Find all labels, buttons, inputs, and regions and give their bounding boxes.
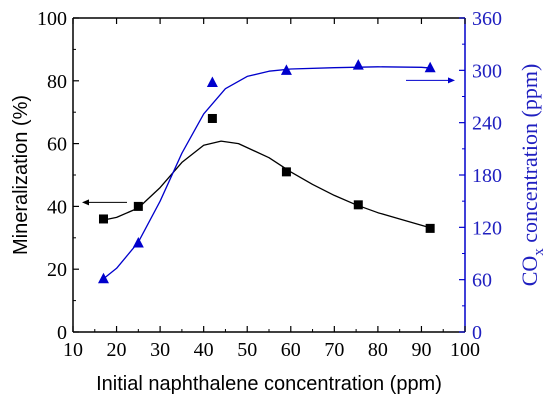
cox-fit-curve	[103, 66, 433, 280]
right-tick-label: 120	[472, 217, 502, 239]
x-tick-label: 20	[107, 339, 127, 361]
cox-marker	[280, 64, 292, 75]
x-tick-label: 70	[324, 339, 344, 361]
mineralization-marker	[281, 167, 291, 177]
mineralization-marker	[425, 223, 435, 233]
cox-marker	[132, 237, 144, 248]
mineralization-marker	[133, 201, 143, 211]
x-tick-label: 90	[411, 339, 431, 361]
left-tick-label: 20	[47, 259, 67, 281]
x-tick-label: 100	[450, 339, 480, 361]
cox-marker	[352, 59, 364, 70]
right-tick-label: 60	[472, 270, 492, 292]
x-tick-label: 50	[237, 339, 257, 361]
left-tick-label: 0	[57, 322, 67, 344]
right-tick-label: 180	[472, 165, 502, 187]
left-axis-ticks: 0 20 40 60 80 100	[37, 8, 79, 344]
x-tick-label: 60	[281, 339, 301, 361]
right-axis-title-rest: concentration (ppm)	[517, 64, 542, 249]
right-axis-title: COx concentration (ppm)	[517, 64, 547, 287]
x-tick-label: 80	[368, 339, 388, 361]
mineralization-fit-curve	[101, 140, 433, 230]
mineralization-marker	[353, 200, 363, 210]
right-arrow-head	[448, 77, 455, 84]
cox-marker	[424, 61, 436, 73]
mineralization-marker	[98, 214, 108, 224]
data-markers	[97, 59, 436, 284]
left-tick-label: 60	[47, 134, 67, 156]
x-tick-label: 40	[194, 339, 214, 361]
mineralization-marker	[207, 113, 217, 123]
right-tick-label: 300	[472, 60, 502, 82]
fit-curves	[101, 66, 433, 280]
right-tick-label: 360	[472, 8, 502, 30]
left-tick-label: 40	[47, 196, 67, 218]
right-axis-title-subscript: x	[531, 248, 547, 256]
right-axis-ticks: 0 60 120 180 240 300 360	[459, 8, 502, 344]
cox-marker	[97, 272, 109, 284]
x-axis-ticks: 10 20 30 40 50 60 70 80 90 100	[63, 18, 480, 361]
x-axis-title: Initial naphthalene concentration (ppm)	[96, 373, 442, 395]
x-tick-label: 30	[150, 339, 170, 361]
cox-marker	[206, 76, 218, 88]
right-tick-label: 0	[472, 322, 482, 344]
plot-frame	[72, 17, 466, 333]
x-tick-label: 10	[63, 339, 83, 361]
left-tick-label: 80	[47, 71, 67, 93]
left-axis-title: Mineralization (%)	[10, 95, 32, 255]
left-arrow-head	[82, 199, 89, 206]
right-tick-label: 240	[472, 113, 502, 135]
right-axis-title-co: CO	[517, 256, 542, 287]
left-tick-label: 100	[37, 8, 67, 30]
indicator-arrows	[82, 77, 455, 206]
